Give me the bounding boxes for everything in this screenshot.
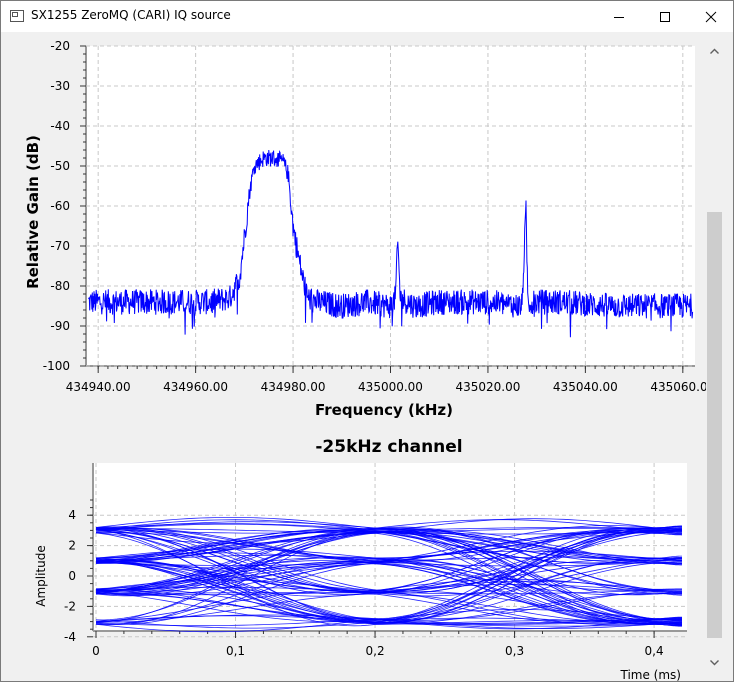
eye-trace (95, 559, 683, 629)
scroll-down-icon[interactable] (709, 657, 720, 668)
spectrum-x-axis-label: Frequency (kHz) (315, 401, 453, 419)
eye-y-axis-label: Amplitude (34, 545, 48, 607)
eye-x-ticks: 0 0,1 0,2 0,3 0,4 (92, 631, 664, 658)
scrollbar-thumb[interactable] (707, 212, 722, 638)
close-icon (705, 11, 717, 22)
title-bar[interactable]: SX1255 ZeroMQ (CARI) IQ source (1, 1, 733, 32)
eye-trace (95, 529, 682, 592)
eye-y-tick-label: -2 (64, 599, 76, 613)
eye-y-tick-label: -4 (64, 630, 76, 644)
eye-trace (95, 531, 682, 596)
spectrum-y-tick-label: -90 (50, 319, 70, 333)
eye-traces (95, 517, 683, 633)
spectrum-chart[interactable]: -20-30-40-50-60-70-80-90-100 434940.00 43… (1, 32, 707, 422)
spectrum-y-tick-label: -30 (50, 79, 70, 93)
eye-trace (95, 528, 682, 625)
eye-trace (95, 521, 682, 620)
eye-x-axis-label: Time (ms) (620, 668, 682, 682)
eye-chart-title: -25kHz channel (315, 437, 462, 457)
spectrum-x-tick-label: 435000.00 (358, 380, 423, 394)
window-title: SX1255 ZeroMQ (CARI) IQ source (31, 8, 231, 22)
close-button[interactable] (688, 1, 734, 32)
spectrum-y-tick-label: -50 (50, 159, 70, 173)
spectrum-y-axis-label: Relative Gain (dB) (24, 135, 42, 289)
eye-trace (95, 519, 682, 565)
eye-x-tick-label: 0 (92, 644, 100, 658)
spectrum-y-tick-label: -60 (50, 199, 70, 213)
eye-y-tick-label: 4 (68, 508, 76, 522)
spectrum-x-tick-label: 434940.00 (66, 380, 131, 394)
spectrum-y-tick-label: -80 (50, 279, 70, 293)
eye-trace (95, 559, 682, 625)
spectrum-y-ticks: -20 -30 -40 -50 -60 -70 -80 -90 -100 (43, 39, 86, 373)
maximize-button[interactable] (642, 1, 688, 32)
plot-area: -20 -30 -40 -50 -60 -70 -80 -90 -100 434940.00 43… (1, 32, 707, 682)
eye-x-tick-label: 0,2 (366, 644, 385, 658)
minimize-button[interactable] (596, 1, 642, 32)
eye-trace (96, 527, 682, 625)
eye-y-ticks: 4 2 0 -2 -4 (64, 499, 93, 644)
eye-trace (96, 558, 682, 597)
eye-trace (95, 529, 682, 564)
spectrum-y-tick-label: -70 (50, 239, 70, 253)
maximize-icon (660, 11, 670, 22)
eye-trace (95, 530, 682, 623)
spectrum-x-ticks: 434940.00 434960.00 434980.00 435000.00 4350… (66, 366, 707, 394)
eye-trace (95, 525, 682, 559)
eye-trace (95, 561, 682, 625)
eye-trace (95, 527, 682, 622)
spectrum-x-tick-label: 435040.00 (553, 380, 618, 394)
spectrum-y-tick-label: -20 (50, 39, 70, 53)
spectrum-trace (88, 149, 694, 338)
eye-x-tick-label: 0,1 (226, 644, 245, 658)
spectrum-x-tick-label: 434980.00 (261, 380, 326, 394)
spectrum-x-tick-label: 435020.00 (455, 380, 520, 394)
spectrum-y-tick-label: -40 (50, 119, 70, 133)
eye-trace (95, 560, 682, 625)
spectrum-x-tick-label: 435060.00 (650, 380, 707, 394)
eye-diagram-chart[interactable]: -25kHz channel 4 2 0 -2 -4 0 0,1 0,2 0,3 0,4 Amp… (1, 422, 707, 682)
eye-trace (95, 531, 682, 593)
scroll-up-icon[interactable] (709, 46, 720, 57)
minimize-icon (614, 16, 624, 18)
eye-trace (95, 523, 682, 564)
vertical-scrollbar[interactable] (706, 32, 723, 681)
eye-y-tick-label: 0 (68, 569, 76, 583)
eye-x-tick-label: 0,3 (505, 644, 524, 658)
spectrum-y-tick-label: -100 (43, 359, 70, 373)
window-app-icon (10, 10, 24, 22)
eye-trace (95, 528, 682, 591)
eye-x-tick-label: 0,4 (645, 644, 664, 658)
eye-y-tick-label: 2 (68, 539, 76, 553)
eye-trace (95, 590, 682, 623)
spectrum-x-tick-label: 434960.00 (163, 380, 228, 394)
